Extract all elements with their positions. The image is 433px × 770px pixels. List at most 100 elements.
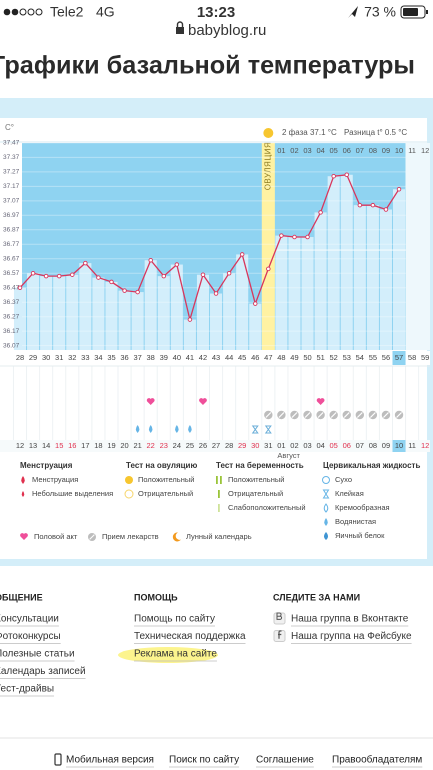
temp-bar (196, 274, 210, 350)
day-label: 42 (199, 353, 207, 362)
temp-point (292, 234, 297, 240)
day-label: 59 (421, 353, 429, 362)
temp-point (161, 273, 167, 279)
temp-bar (131, 292, 144, 350)
pill-line (343, 412, 350, 418)
temp-bar (118, 290, 131, 350)
temp-bar (27, 273, 40, 350)
bottom-link[interactable]: Правообладателям (332, 754, 422, 766)
ovulation-column (261, 143, 275, 350)
temp-bar (13, 287, 27, 350)
temp-point (96, 275, 101, 280)
day-label: 58 (408, 353, 416, 362)
address-bar[interactable]: babyblog.ru (176, 21, 266, 39)
legend-item: Сухо (335, 475, 352, 484)
temp-bar (392, 189, 406, 350)
legend-item: Отрицательный (228, 489, 283, 498)
legend-item: Слабоположительный (228, 503, 306, 512)
footer-heading: СЛЕДИТЕ ЗА НАМИ (273, 592, 360, 602)
phase-day: 08 (369, 146, 377, 155)
legend-icon (124, 489, 134, 499)
footer-link[interactable]: Помощь по сайту (134, 614, 215, 625)
legend-extra: Половой акт (34, 532, 78, 541)
phase-day: 04 (316, 146, 324, 155)
footer-link[interactable]: Фотоконкурсы (0, 631, 61, 642)
signal-dot (3, 8, 11, 16)
pill-line (278, 412, 285, 418)
legend-item: Положительный (228, 475, 284, 484)
date-label: 26 (199, 441, 207, 450)
temp-point (17, 285, 23, 290)
temp-point (226, 270, 232, 276)
phone-icon (54, 753, 62, 766)
legend-icon (21, 476, 25, 484)
social-icon (273, 612, 286, 625)
temp-point (318, 210, 323, 215)
footer-link[interactable]: Календарь записей (0, 666, 86, 677)
bottom-link[interactable]: Мобильная версия (66, 754, 154, 766)
phase-day: 12 (421, 146, 429, 155)
footer-link[interactable]: Техническая поддержка (134, 631, 246, 642)
temp-point (344, 172, 350, 178)
footer-link[interactable]: Реклама на сайте (134, 649, 217, 660)
battery-icon (400, 5, 426, 19)
bottom-link[interactable]: Поиск по сайту (169, 755, 239, 766)
day-label: 47 (264, 353, 272, 362)
bottom-link[interactable]: Соглашение (256, 755, 314, 766)
date-highlight (392, 440, 406, 452)
footer-link[interactable]: Полезные статьи (0, 649, 75, 660)
date-label: 28 (225, 441, 233, 450)
temp-bar (40, 276, 53, 350)
date-label: 10 (395, 441, 403, 450)
legend-group-title: Цервикальная жидкость (323, 461, 420, 470)
clock: 13:23 (197, 4, 235, 21)
phase-day: 01 (277, 146, 285, 155)
footer-link[interactable]: Наша группа на Фейсбуке (291, 630, 412, 642)
day-label: 30 (42, 353, 50, 362)
footer-link[interactable]: Тест-драйвы (0, 684, 54, 695)
legend-item: Клейкая (335, 489, 364, 498)
y-tick-label: 37.07 (3, 198, 20, 205)
pill-line (396, 412, 402, 418)
y-tick-label: 36.57 (3, 270, 20, 277)
date-label: 01 (277, 441, 285, 450)
day-label: 33 (81, 353, 89, 362)
battery-fill (403, 8, 418, 16)
url[interactable]: babyblog.ru (188, 22, 266, 39)
phase-day: 05 (330, 146, 338, 155)
date-label: 27 (212, 441, 220, 450)
temp-point (396, 186, 402, 192)
date-label: 18 (94, 441, 102, 450)
y-tick-label: 36.17 (3, 328, 20, 335)
temp-point (305, 234, 310, 240)
hourglass-icon (251, 425, 259, 434)
legend-item: Водянистая (335, 517, 376, 526)
temp-point (370, 202, 376, 208)
temp-bar (379, 209, 392, 350)
legend-icon (125, 476, 133, 484)
y-tick-label: 36.77 (3, 241, 20, 248)
date-label: 11 (408, 441, 416, 450)
temp-point (56, 273, 62, 279)
temp-point (122, 288, 127, 293)
date-label: 20 (120, 441, 128, 450)
legend-icon (322, 489, 330, 499)
pill-line (317, 412, 324, 418)
day-label: 37 (133, 353, 141, 362)
day-label: 54 (356, 353, 364, 362)
phase-day: 02 (290, 146, 298, 155)
temp-bar (288, 237, 301, 350)
date-label: 05 (330, 441, 338, 450)
footer-link[interactable]: Консультации (0, 614, 59, 625)
signal-dot (11, 8, 19, 16)
legend-item: Отрицательный (138, 489, 193, 498)
pill-line (330, 412, 337, 418)
day-label: 34 (94, 353, 102, 362)
phase-day: 11 (408, 146, 416, 155)
temp-point (174, 262, 180, 267)
legend-icon (172, 532, 181, 542)
temp-point (383, 207, 389, 212)
footer-link[interactable]: Наша группа в Вконтакте (291, 614, 409, 625)
temp-point (135, 289, 140, 295)
